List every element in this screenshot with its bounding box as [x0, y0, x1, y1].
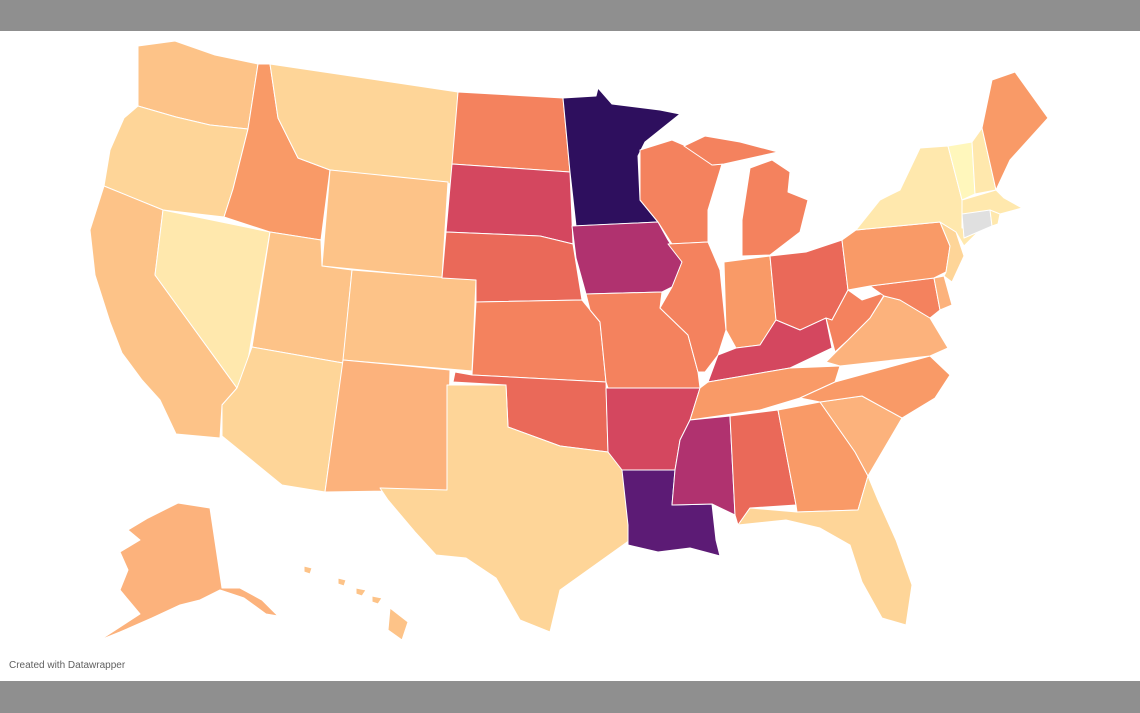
state-CO[interactable]: [342, 269, 477, 372]
state-TX[interactable]: [379, 384, 631, 633]
state-SD[interactable]: [445, 163, 574, 245]
state-ND[interactable]: [451, 91, 571, 173]
state-WY[interactable]: [321, 169, 449, 279]
state-MI[interactable]: [683, 135, 809, 257]
map-panel: Created with Datawrapper: [0, 31, 1140, 681]
state-NM[interactable]: [324, 359, 451, 493]
top-bar: [0, 0, 1140, 31]
state-HI[interactable]: [303, 565, 409, 641]
state-IL[interactable]: [659, 241, 727, 373]
state-NJ[interactable]: [939, 221, 965, 283]
state-KS[interactable]: [471, 299, 607, 383]
bottom-bar: [0, 681, 1140, 713]
us-choropleth-map: [89, 40, 1049, 641]
state-CT[interactable]: [961, 209, 993, 239]
state-RI[interactable]: [989, 209, 1001, 227]
state-NC[interactable]: [799, 355, 951, 419]
state-FL[interactable]: [737, 475, 913, 626]
state-ME[interactable]: [981, 71, 1049, 191]
state-DE[interactable]: [933, 275, 953, 311]
credit-text: Created with Datawrapper: [9, 660, 126, 671]
state-AK[interactable]: [99, 502, 279, 641]
